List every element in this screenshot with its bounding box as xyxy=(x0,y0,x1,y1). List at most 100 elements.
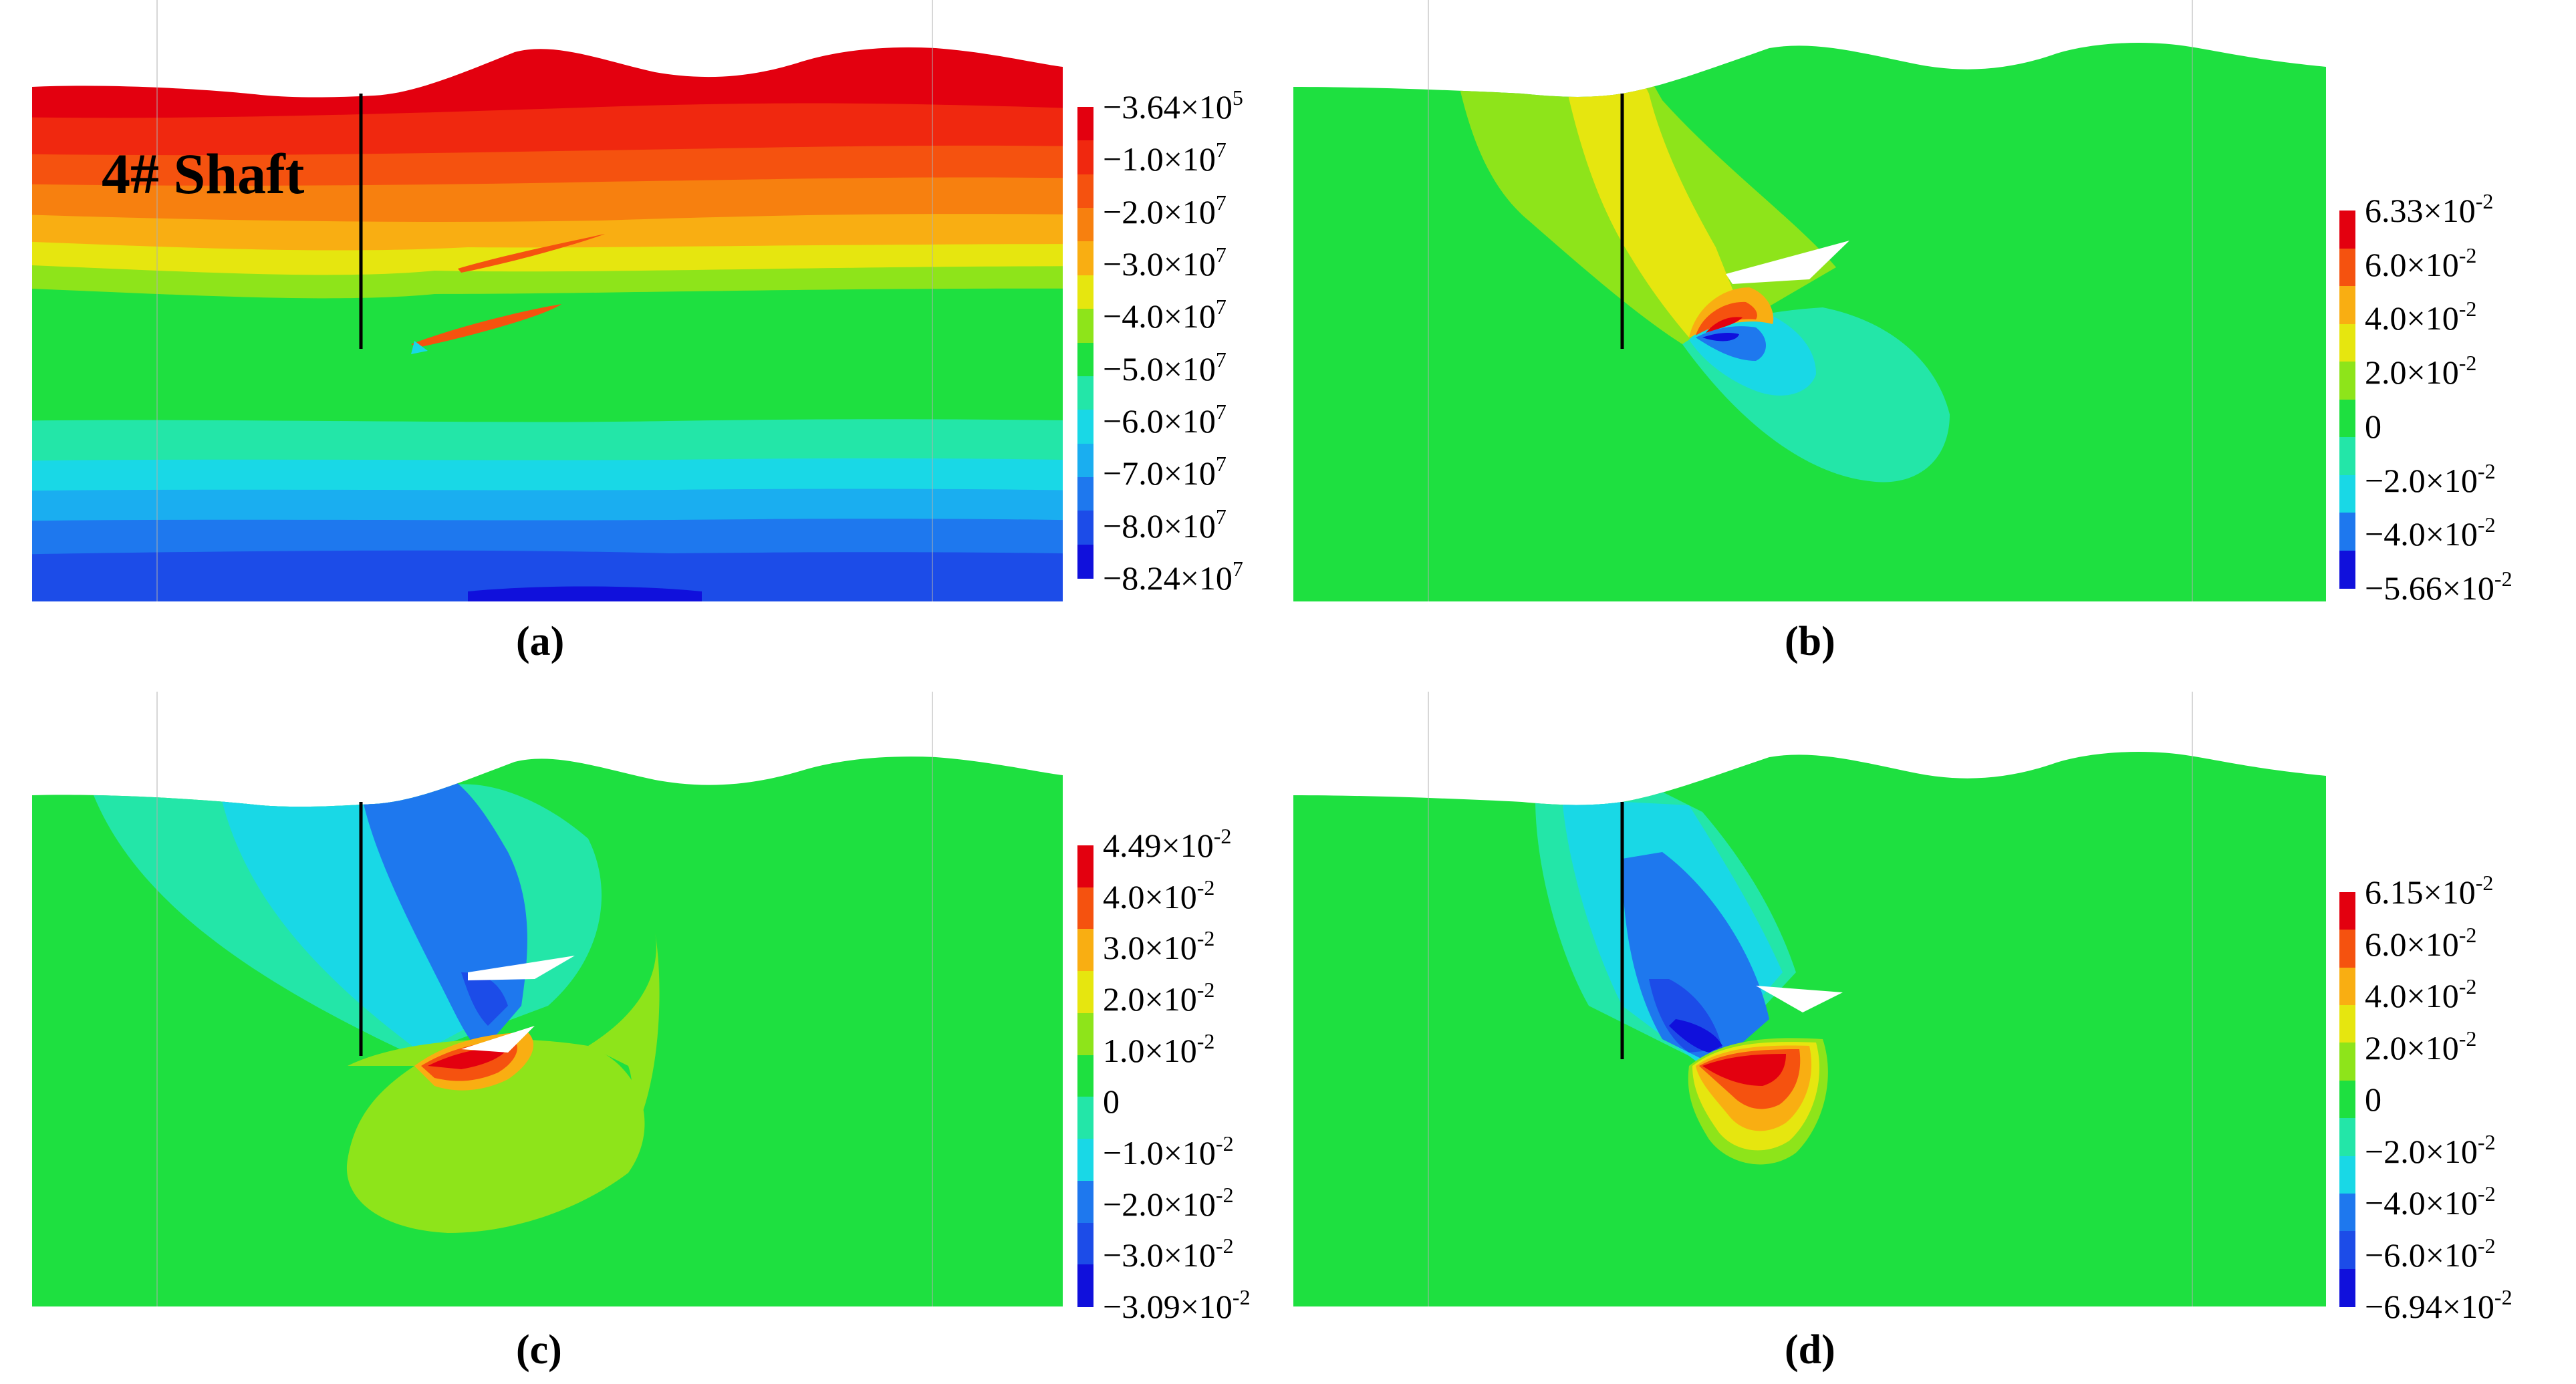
panel-d: 6.15×10-2 6.0×10-2 4.0×10-2 2.0×10-2 0 −2.0×1… xyxy=(1288,692,2576,1384)
legend-label-mantissa: −4.0×10 xyxy=(2365,1184,2478,1222)
contour-plot-d xyxy=(1293,692,2326,1306)
legend-label: −4.0×10-2 xyxy=(2365,514,2496,553)
legend-label-exponent: -2 xyxy=(1213,824,1232,848)
legend-label: 2.0×10-2 xyxy=(2365,1028,2476,1065)
legend-label-mantissa: −4.0×10 xyxy=(2365,515,2478,553)
legend-label: −8.0×107 xyxy=(1103,506,1227,545)
colorbar xyxy=(1077,107,1093,579)
legend-label-exponent: -2 xyxy=(1232,1285,1251,1309)
legend-label-exponent: -2 xyxy=(1196,978,1215,1002)
colorbar-swatch xyxy=(2339,1043,2355,1081)
colorbar-swatch xyxy=(2339,1118,2355,1157)
legend-label-exponent: 5 xyxy=(1232,86,1243,110)
legend-label-mantissa: 0 xyxy=(2365,407,2381,445)
contour-plot-a xyxy=(32,0,1063,601)
legend-label: 6.0×10-2 xyxy=(2365,924,2476,961)
caption-a: (a) xyxy=(516,619,565,664)
legend-label: −6.94×10-2 xyxy=(2365,1286,2513,1325)
legend-label-mantissa: −4.0×10 xyxy=(1103,297,1216,335)
legend-label-exponent: -2 xyxy=(2458,243,2477,267)
colorbar-swatch xyxy=(1077,1180,1093,1224)
colorbar-swatch xyxy=(1077,140,1093,175)
legend-label: −3.0×10-2 xyxy=(1103,1235,1234,1274)
colorbar-swatch xyxy=(2339,1231,2355,1270)
colorbar-swatch xyxy=(1077,971,1093,1014)
legend-label-mantissa: 6.15×10 xyxy=(2365,873,2476,911)
caption-d: (d) xyxy=(1785,1327,1835,1373)
legend-label: −3.64×105 xyxy=(1103,87,1243,126)
legend-label-mantissa: 4.0×10 xyxy=(1103,877,1197,916)
colorbar xyxy=(2339,892,2355,1307)
legend-label-exponent: -2 xyxy=(2494,1285,2513,1309)
contour-plot-b xyxy=(1293,0,2326,601)
legend-label-mantissa: 4.0×10 xyxy=(2365,299,2459,337)
colorbar-swatch xyxy=(1077,1264,1093,1307)
legend-label-mantissa: 6.33×10 xyxy=(2365,192,2476,229)
legend-label-exponent: -2 xyxy=(2458,351,2477,376)
colorbar-swatch xyxy=(2339,399,2355,438)
colorbar-swatch xyxy=(1077,887,1093,930)
legend-label: −6.0×107 xyxy=(1103,401,1227,440)
legend-label-mantissa: −3.09×10 xyxy=(1103,1288,1233,1325)
legend-label-exponent: 7 xyxy=(1215,243,1227,267)
legend-label-mantissa: −3.0×10 xyxy=(1103,1236,1216,1274)
legend-label: 2.0×10-2 xyxy=(2365,352,2476,389)
colorbar-swatch xyxy=(2339,286,2355,325)
tunnel-zone-lower xyxy=(411,304,561,348)
legend-label-exponent: 7 xyxy=(1215,400,1227,424)
colorbar-swatch xyxy=(2339,1155,2355,1194)
legend-label-mantissa: 0 xyxy=(1103,1083,1120,1121)
colorbar-swatch xyxy=(1077,342,1093,377)
legend-label-mantissa: −5.66×10 xyxy=(2365,569,2494,607)
legend-label: −7.0×107 xyxy=(1103,453,1227,490)
legend-label: 6.0×10-2 xyxy=(2365,245,2476,281)
legend-label-exponent: -2 xyxy=(2477,1129,2496,1154)
colorbar-swatch xyxy=(2339,1005,2355,1044)
colorbar-swatch xyxy=(1077,107,1093,142)
legend-label-exponent: -2 xyxy=(2475,871,2494,895)
legend-label-exponent: -2 xyxy=(1215,1234,1234,1258)
displacement-field-c xyxy=(32,756,1063,1306)
legend-label: 6.33×10-2 xyxy=(2365,190,2493,229)
colorbar-swatch xyxy=(1077,410,1093,444)
legend-label-mantissa: −3.64×10 xyxy=(1103,88,1233,126)
legend-label: 6.15×10-2 xyxy=(2365,872,2493,911)
legend-d: 6.15×10-2 6.0×10-2 4.0×10-2 2.0×10-2 0 −2.0×1… xyxy=(2339,872,2576,1323)
contour-plot-c xyxy=(32,692,1063,1306)
legend-label-exponent: -2 xyxy=(1196,1028,1215,1053)
colorbar-swatch xyxy=(2339,892,2355,931)
displacement-field-b xyxy=(1293,43,2326,601)
colorbar-swatch xyxy=(2339,967,2355,1006)
legend-label: 0 xyxy=(2365,410,2381,443)
colorbar xyxy=(2339,211,2355,589)
colorbar-swatch xyxy=(1077,174,1093,209)
colorbar-swatch xyxy=(1077,309,1093,343)
colorbar-swatch xyxy=(2339,1080,2355,1119)
legend-label: −5.66×10-2 xyxy=(2365,568,2513,607)
legend-label: 0 xyxy=(2365,1083,2381,1116)
legend-label-mantissa: −6.0×10 xyxy=(1103,402,1216,440)
legend-label-exponent: -2 xyxy=(1215,1131,1234,1155)
colorbar-swatch xyxy=(1077,208,1093,243)
legend-label: 4.0×10-2 xyxy=(2365,298,2476,337)
legend-label-mantissa: 4.49×10 xyxy=(1103,827,1214,864)
legend-label-mantissa: −6.94×10 xyxy=(2365,1288,2494,1325)
legend-label: −3.0×107 xyxy=(1103,244,1227,281)
legend-label: −1.0×107 xyxy=(1103,139,1227,176)
colorbar-swatch xyxy=(1077,1012,1093,1056)
colorbar-swatch xyxy=(1077,544,1093,579)
legend-label-exponent: 7 xyxy=(1215,452,1227,476)
legend-label-mantissa: 1.0×10 xyxy=(1103,1031,1197,1069)
legend-label-mantissa: −8.0×10 xyxy=(1103,507,1216,545)
colorbar-swatch xyxy=(2339,930,2355,968)
legend-label-exponent: -2 xyxy=(2458,922,2477,947)
colorbar-swatch xyxy=(2339,248,2355,287)
legend-label: 4.0×10-2 xyxy=(1103,877,1214,916)
colorbar-swatch xyxy=(1077,443,1093,478)
legend-a: −3.64×105 −1.0×107 −2.0×107 −3.0×107 −4.0×10… xyxy=(1077,87,1288,595)
legend-label: 3.0×10-2 xyxy=(1103,928,1214,967)
legend-label-mantissa: 3.0×10 xyxy=(1103,929,1197,967)
legend-label-exponent: -2 xyxy=(1196,926,1215,951)
legend-label-exponent: -2 xyxy=(2475,189,2494,213)
legend-label-exponent: -2 xyxy=(1215,1182,1234,1207)
